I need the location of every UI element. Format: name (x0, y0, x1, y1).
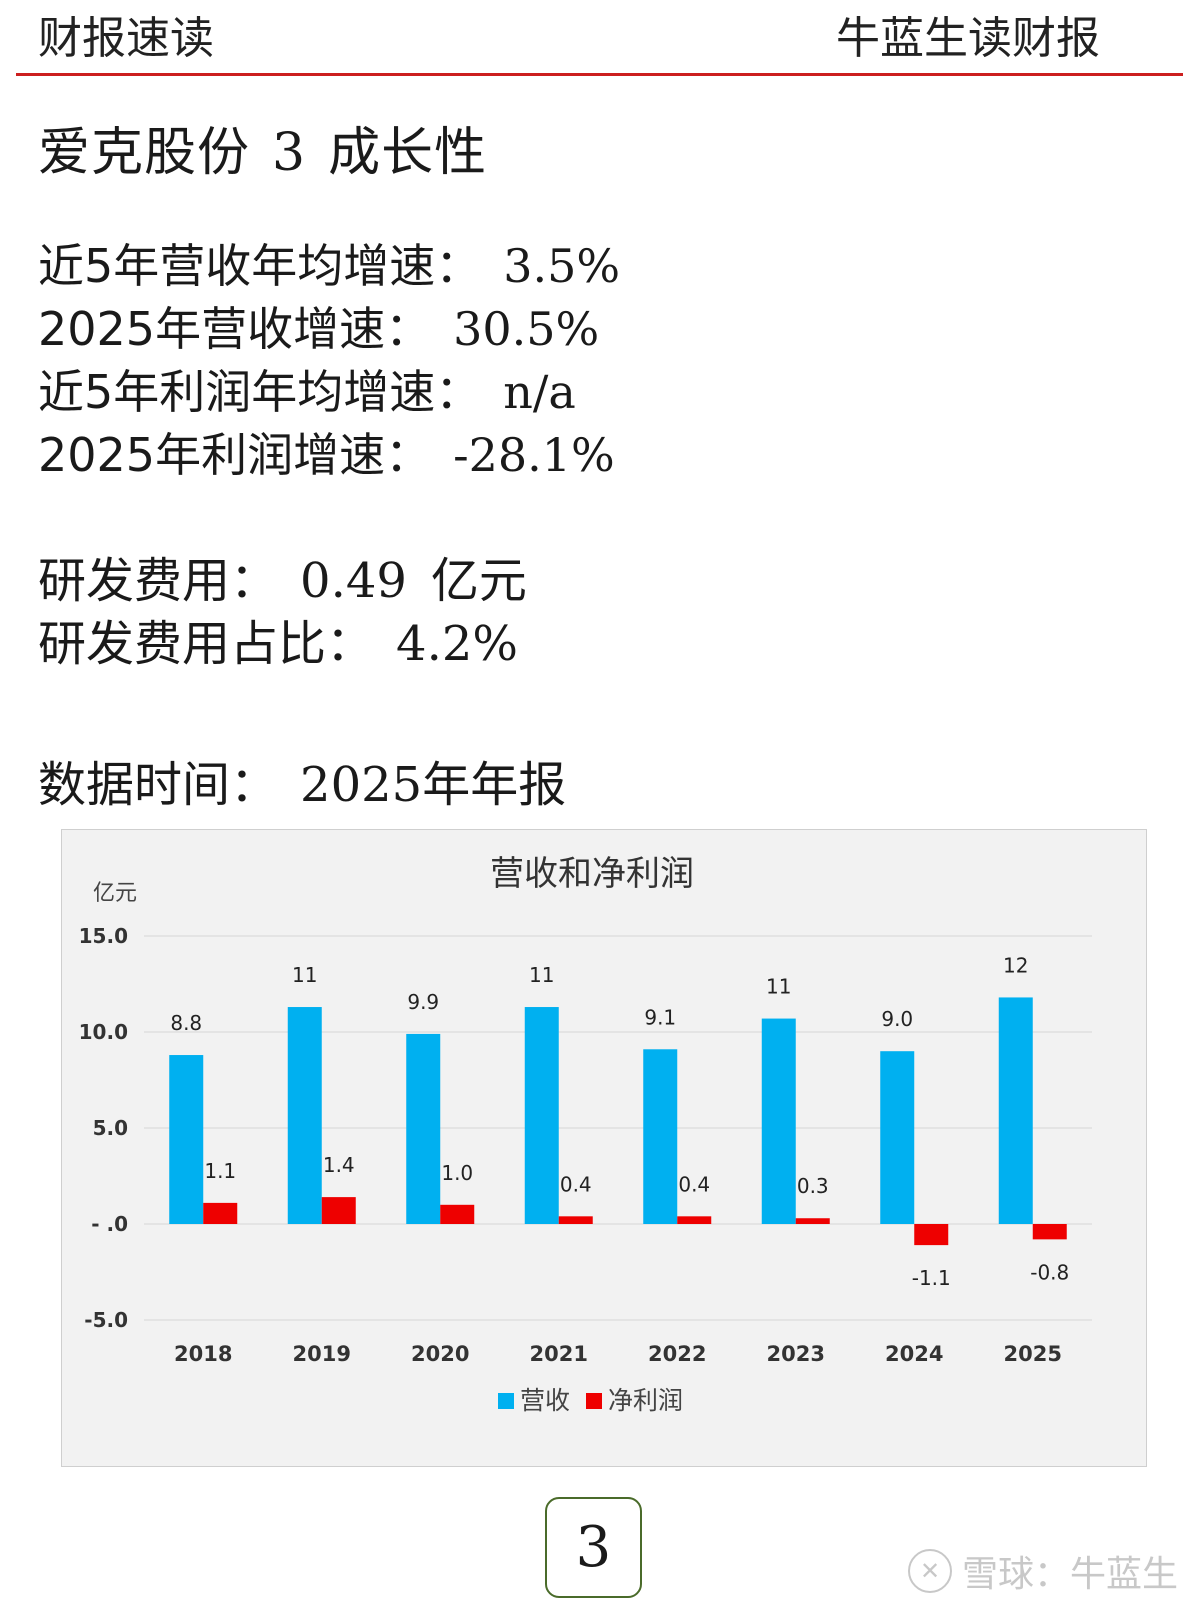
y-tick-label: 10.0 (79, 1020, 128, 1044)
x-tick-label: 2023 (767, 1342, 825, 1366)
rd-expense-label: 研发费用 (38, 553, 231, 609)
net-profit-bar (1032, 1224, 1067, 1240)
x-tick-label: 2020 (411, 1342, 469, 1366)
net-profit-data-label: 0.4 (678, 1172, 710, 1196)
revenue-bar (761, 1018, 796, 1224)
net-profit-bar (677, 1216, 712, 1224)
data-date-suffix: 年年报 (422, 757, 567, 813)
metric-label: 2025年利润增速 (38, 428, 386, 482)
revenue-data-label: 12 (1003, 953, 1028, 977)
revenue-bar (643, 1049, 678, 1224)
data-date: 数据时间： 2025年年报 (38, 757, 567, 813)
legend-swatch-revenue (498, 1393, 514, 1409)
revenue-bar (524, 1007, 559, 1224)
revenue-data-label: 11 (529, 963, 554, 987)
x-tick-label: 2018 (174, 1342, 232, 1366)
data-date-label: 数据时间 (38, 757, 231, 813)
revenue-data-label: 9.0 (881, 1007, 913, 1031)
snowball-logo-icon: ✕ (908, 1549, 952, 1593)
net-profit-data-label: 1.1 (204, 1159, 236, 1183)
y-tick-label: -5.0 (84, 1308, 128, 1332)
metric-label: 近5年利润年均增速 (38, 365, 436, 419)
revenue-bar (169, 1055, 204, 1224)
revenue-data-label: 11 (766, 975, 791, 999)
net-profit-bar (203, 1202, 238, 1224)
revenue-data-label: 9.1 (644, 1005, 676, 1029)
watermark-text: 雪球：牛蓝生 (962, 1554, 1179, 1595)
revenue-bar (287, 1007, 322, 1224)
revenue-data-label: 11 (292, 963, 317, 987)
data-date-year: 2025 (300, 757, 423, 813)
net-profit-data-label: 1.4 (323, 1153, 355, 1177)
metric-value: 30.5% (453, 302, 600, 356)
legend-swatch-net-profit (586, 1393, 602, 1409)
rd-expense-value: 0.49 (300, 553, 407, 609)
net-profit-data-label: 1.0 (441, 1161, 473, 1185)
net-profit-bar (558, 1216, 593, 1224)
revenue-bar (880, 1051, 915, 1224)
net-profit-bar (440, 1204, 475, 1224)
net-profit-data-label: -1.1 (912, 1266, 951, 1290)
metric-row: 近5年营收年均增速： 3.5% (38, 239, 621, 293)
x-tick-label: 2019 (293, 1342, 351, 1366)
metric-label: 近5年营收年均增速 (38, 239, 436, 293)
section-topic: 成长性 (328, 123, 488, 183)
metric-row: 2025年营收增速： 30.5% (38, 302, 600, 356)
revenue-bar (406, 1033, 441, 1224)
section-number: 3 (272, 123, 307, 183)
metric-value: -28.1% (453, 428, 615, 482)
rd-expense-row: 研发费用： 0.49 亿元 (38, 553, 527, 609)
x-tick-label: 2025 (1004, 1342, 1062, 1366)
x-tick-label: 2022 (648, 1342, 706, 1366)
y-axis-unit-label: 亿元 (93, 881, 137, 906)
section-title: 爱克股份 3 成长性 (38, 110, 487, 185)
net-profit-bar (321, 1197, 356, 1224)
company-name: 爱克股份 (38, 123, 251, 183)
net-profit-data-label: 0.3 (797, 1174, 829, 1198)
metric-value: n/a (503, 365, 576, 419)
legend-label-net-profit: 净利润 (608, 1386, 683, 1415)
page-number: 3 (545, 1497, 642, 1598)
revenue-data-label: 9.9 (407, 990, 439, 1014)
metric-row: 近5年利润年均增速： n/a (38, 365, 576, 419)
net-profit-data-label: -0.8 (1030, 1260, 1069, 1284)
metric-row: 2025年利润增速： -28.1% (38, 428, 615, 482)
legend-label-revenue: 营收 (520, 1386, 570, 1415)
net-profit-data-label: 0.4 (560, 1172, 592, 1196)
header-right-title: 牛蓝生读财报 (836, 13, 1100, 64)
watermark: ✕ 雪球：牛蓝生 (908, 1545, 1178, 1597)
chart-title: 营收和净利润 (490, 854, 694, 894)
revenue-data-label: 8.8 (170, 1011, 202, 1035)
net-profit-bar (795, 1218, 830, 1224)
header-left-title: 财报速读 (38, 13, 214, 64)
rd-ratio-row: 研发费用占比： 4.2% (38, 616, 518, 672)
header-divider (16, 73, 1183, 76)
rd-ratio-label: 研发费用占比 (38, 616, 327, 672)
x-tick-label: 2024 (885, 1342, 943, 1366)
growth-metrics: 近5年营收年均增速： 3.5% 2025年营收增速： 30.5% 近5年利润年均增速… (38, 235, 620, 487)
y-tick-label: 15.0 (79, 924, 128, 948)
y-tick-label: - .0 (91, 1212, 128, 1236)
x-tick-label: 2021 (530, 1342, 588, 1366)
metric-value: 3.5% (503, 239, 621, 293)
net-profit-bar (914, 1224, 949, 1246)
rd-expense-block: 研发费用： 0.49 亿元 研发费用占比： 4.2% (38, 550, 527, 676)
y-tick-label: 5.0 (93, 1116, 128, 1140)
rd-expense-unit: 亿元 (430, 553, 527, 609)
metric-label: 2025年营收增速 (38, 302, 386, 356)
revenue-bar (998, 997, 1033, 1224)
rd-ratio-value: 4.2% (396, 616, 518, 672)
chart-panel: 营收和净利润亿元 15.0 10.0 5.0 - .0 -5.0 8.8 1.1 2018 11 1… (61, 829, 1147, 1467)
